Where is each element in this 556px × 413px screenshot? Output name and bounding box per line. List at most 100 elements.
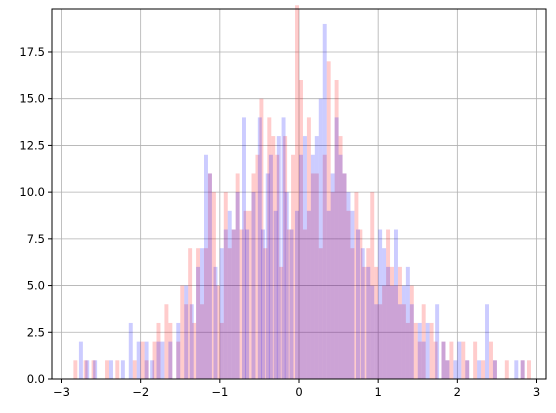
- histogram-bar-series-2: [251, 192, 256, 379]
- histogram-bar-series-1: [413, 322, 418, 379]
- histogram-bar-series-2: [144, 341, 149, 379]
- histogram-bar-series-2: [477, 360, 482, 379]
- histogram-bar-series-2: [295, 210, 299, 379]
- y-tick-label: 2.5: [27, 325, 45, 339]
- histogram-bar-series-2: [425, 322, 430, 379]
- histogram-bar-series-2: [207, 173, 212, 379]
- y-tick-label: 5.0: [27, 279, 45, 293]
- histogram-bar-series-2: [338, 154, 343, 379]
- histogram-bar-series-1: [481, 360, 486, 379]
- histogram-bar-series-1: [207, 173, 212, 379]
- histogram-bar-series-2: [196, 266, 201, 379]
- histogram-bar-series-1: [318, 248, 323, 379]
- histogram-bar-series-2: [394, 229, 398, 379]
- histogram-bar-series-1: [527, 360, 531, 379]
- histogram-bar-series-2: [268, 154, 273, 379]
- histogram-bar-series-1: [504, 360, 509, 379]
- histogram-bar-series-2: [281, 117, 286, 379]
- y-tick-label: 10.0: [19, 185, 45, 199]
- histogram-bar-series-1: [473, 341, 478, 379]
- histogram-bar-series-1: [310, 173, 315, 379]
- histogram-bar-series-1: [338, 136, 343, 379]
- histogram-bar-series-2: [514, 360, 519, 379]
- histogram-bar-series-1: [441, 341, 446, 379]
- histogram-bar-series-2: [370, 285, 375, 379]
- histogram-bar-series-1: [227, 248, 232, 379]
- histogram-bar-series-1: [378, 304, 383, 379]
- histogram-bar-series-1: [314, 173, 319, 379]
- histogram-bar-series-1: [73, 360, 78, 379]
- histogram-bar-series-1: [215, 285, 220, 379]
- histogram-bar-series-1: [287, 229, 292, 379]
- histogram-bar-series-1: [180, 285, 185, 379]
- histogram-bar-series-2: [346, 192, 351, 379]
- histogram-bar-series-2: [356, 229, 360, 379]
- histogram-bar-series-2: [168, 341, 173, 379]
- histogram-bar-series-2: [322, 23, 327, 380]
- histogram-bar-series-2: [257, 117, 262, 379]
- histogram-bar-series-2: [445, 360, 450, 379]
- histogram-bar-series-2: [417, 322, 422, 379]
- histogram-bar-series-2: [441, 341, 446, 379]
- histogram-bar-series-1: [243, 210, 248, 379]
- histogram-bar-series-1: [140, 341, 145, 379]
- y-tick-label: 0.0: [27, 372, 45, 386]
- histogram-bar-series-2: [85, 360, 90, 379]
- histogram-bar-series-1: [255, 154, 260, 379]
- histogram-bar-series-2: [318, 98, 323, 380]
- axis-ticks: −3 −2 −1 0 1 2 3 0.0 2.5 5.0 7.5 10.0 12.5 15.0 17.5: [19, 45, 540, 399]
- histogram-bar-series-1: [401, 304, 406, 379]
- histogram-bar-series-2: [273, 210, 278, 379]
- histogram-bar-series-2: [156, 341, 161, 379]
- histogram-bar-series-1: [271, 136, 276, 379]
- histogram-bar-series-1: [251, 173, 256, 379]
- histogram-bar-series-2: [386, 266, 391, 379]
- histogram-bar-series-2: [390, 285, 394, 379]
- x-tick-label: 0: [295, 385, 302, 399]
- histogram-bar-series-1: [433, 341, 438, 379]
- histogram-bar-series-2: [242, 117, 246, 379]
- histogram-bar-series-1: [263, 248, 268, 379]
- histogram-bar-series-2: [176, 322, 181, 379]
- histogram-bar-series-1: [211, 192, 216, 379]
- histogram-bar-series-2: [382, 248, 387, 379]
- y-tick-label: 17.5: [19, 45, 45, 59]
- histogram-bar-series-2: [213, 266, 218, 379]
- histogram-bar-series-1: [405, 322, 410, 379]
- histogram-bar-series-1: [362, 266, 367, 379]
- y-tick-label: 7.5: [27, 232, 45, 246]
- histogram-bar-series-2: [120, 360, 125, 379]
- histogram-bar-series-1: [192, 322, 197, 379]
- histogram-bar-series-2: [189, 304, 194, 379]
- histogram-bar-series-2: [93, 360, 98, 379]
- histogram-bar-series-1: [235, 173, 240, 379]
- histogram-bar-series-1: [184, 304, 189, 379]
- histogram-bar-series-2: [245, 229, 250, 379]
- histogram-bar-series-2: [302, 136, 307, 379]
- histogram-bar-series-2: [136, 341, 141, 379]
- histogram-bar-series-1: [204, 248, 208, 379]
- histogram-bar-series-1: [239, 229, 244, 379]
- histogram-bar-series-2: [310, 154, 315, 379]
- histogram-bar-series-2: [326, 210, 331, 379]
- histogram-bar-series-1: [91, 360, 96, 379]
- histogram-bar-series-1: [83, 360, 88, 379]
- histogram-bar-series-2: [235, 192, 240, 379]
- histogram-bar-series-1: [105, 360, 109, 379]
- histogram-bar-series-1: [350, 248, 355, 379]
- histogram-bar-series-1: [259, 98, 264, 380]
- histogram-bar-series-1: [421, 304, 426, 379]
- histogram-bar-series-2: [128, 322, 133, 379]
- y-tick-label: 12.5: [19, 138, 45, 152]
- histogram-bar-series-1: [115, 360, 120, 379]
- histogram-bar-series-1: [520, 360, 525, 379]
- histogram-bar-series-1: [465, 360, 470, 379]
- histogram-bar-series-1: [267, 117, 272, 379]
- histogram-bar-series-1: [492, 360, 497, 379]
- histogram-bar-series-1: [152, 341, 157, 379]
- histogram-bar-series-1: [283, 136, 288, 379]
- y-tick-label: 15.0: [19, 92, 45, 106]
- histogram-bar-series-2: [334, 117, 339, 379]
- histogram-bar-series-2: [350, 210, 355, 379]
